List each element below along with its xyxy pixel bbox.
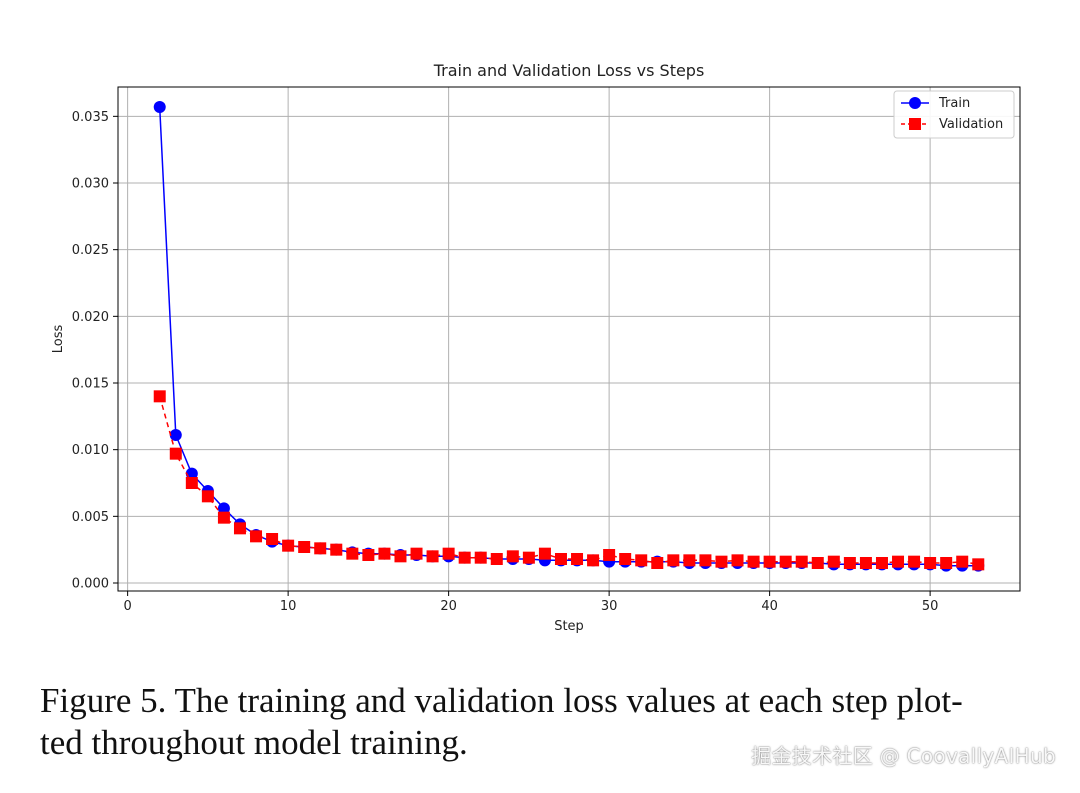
caption-line-2: ted throughout model training. <box>40 723 468 762</box>
validation-point <box>169 447 182 460</box>
axis-ticks: 0 10 20 30 40 50 0.000 0.005 0.010 0.015 0.020 0.02… <box>72 110 939 614</box>
validation-point <box>603 549 616 561</box>
x-tick-label: 50 <box>922 599 939 614</box>
legend-validation-label: Validation <box>939 117 1003 132</box>
validation-point <box>635 554 648 567</box>
grid <box>118 87 1020 591</box>
y-tick-label: 0.020 <box>72 310 109 325</box>
validation-point <box>314 542 327 555</box>
train-point <box>185 467 198 480</box>
validation-point <box>699 554 712 567</box>
validation-point <box>667 554 680 567</box>
validation-point <box>571 553 584 565</box>
validation-point <box>458 551 471 564</box>
validation-point <box>298 541 311 553</box>
train-point <box>169 429 182 441</box>
validation-point <box>956 555 969 568</box>
validation-point <box>731 554 744 567</box>
legend-validation-marker <box>909 118 921 130</box>
plot-background <box>118 87 1020 591</box>
validation-point <box>217 511 230 524</box>
y-tick-label: 0.000 <box>72 577 109 592</box>
y-tick-label: 0.035 <box>72 110 109 125</box>
validation-point <box>972 558 985 571</box>
validation-point <box>940 557 953 569</box>
validation-point <box>554 553 567 565</box>
x-axis-label: Step <box>554 619 584 634</box>
validation-point <box>346 547 359 560</box>
validation-point <box>362 549 375 561</box>
legend-train-marker <box>909 97 921 109</box>
legend-train-label: Train <box>938 96 970 111</box>
validation-point <box>795 555 808 568</box>
validation-point <box>827 555 840 568</box>
x-tick-label: 40 <box>761 599 778 614</box>
validation-point <box>410 547 423 560</box>
legend: Train Validation <box>893 90 1015 139</box>
validation-line <box>158 396 979 566</box>
y-axis-label: Loss <box>51 325 66 354</box>
validation-point <box>442 547 455 560</box>
figure-caption: Figure 5. The training and validation lo… <box>40 680 1040 764</box>
validation-point <box>908 555 921 568</box>
validation-point <box>892 555 905 568</box>
validation-point <box>811 557 824 569</box>
validation-point <box>250 530 263 543</box>
validation-point <box>282 539 295 552</box>
validation-point <box>330 543 343 556</box>
validation-point <box>474 551 487 564</box>
validation-point <box>843 557 856 569</box>
validation-point <box>394 550 407 563</box>
y-tick-label: 0.005 <box>72 510 109 525</box>
caption-line-1: Figure 5. The training and validation lo… <box>40 681 963 720</box>
plot-frame <box>117 86 1021 592</box>
x-tick-label: 20 <box>440 599 457 614</box>
validation-point <box>490 553 503 565</box>
validation-point <box>651 557 664 569</box>
validation-point <box>522 551 535 564</box>
validation-point <box>185 477 198 489</box>
validation-point <box>587 554 600 567</box>
train-point <box>153 101 166 113</box>
validation-point <box>378 547 391 560</box>
validation-series <box>153 390 985 571</box>
validation-point <box>763 555 776 568</box>
validation-point <box>201 490 214 503</box>
validation-point <box>619 553 632 565</box>
train-point <box>217 502 230 515</box>
y-tick-label: 0.010 <box>72 443 109 458</box>
loss-chart: 0 10 20 30 40 50 0.000 0.005 0.010 0.015 0.020 0.02… <box>51 61 1021 634</box>
validation-point <box>875 557 888 569</box>
x-tick-label: 10 <box>280 599 297 614</box>
validation-point <box>426 550 439 563</box>
validation-point <box>924 557 937 569</box>
watermark: 掘金技术社区 @ CoovallyAIHub <box>751 744 1056 768</box>
validation-point <box>538 547 551 560</box>
validation-point <box>266 533 279 545</box>
chart-title: Train and Validation Loss vs Steps <box>433 61 705 80</box>
validation-point <box>233 522 246 535</box>
validation-point <box>747 555 760 568</box>
validation-point <box>715 555 728 568</box>
x-tick-label: 0 <box>123 599 131 614</box>
y-tick-label: 0.015 <box>72 377 109 392</box>
x-tick-label: 30 <box>601 599 618 614</box>
validation-point <box>683 554 696 567</box>
series-layer <box>153 101 985 572</box>
validation-point <box>779 555 792 568</box>
validation-point <box>153 390 166 403</box>
validation-point <box>506 550 519 563</box>
y-tick-label: 0.030 <box>72 177 109 192</box>
y-tick-label: 0.025 <box>72 243 109 258</box>
validation-point <box>859 557 872 569</box>
